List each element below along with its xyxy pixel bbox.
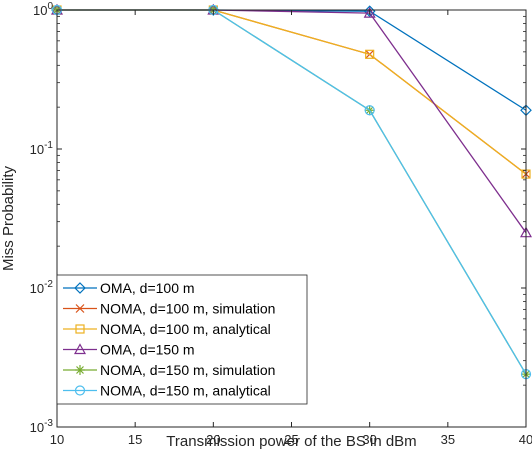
legend-item: NOMA, d=100 m, analytical <box>63 321 271 337</box>
legend-label: NOMA, d=100 m, analytical <box>100 321 271 337</box>
y-tick-base: 10 <box>33 3 47 18</box>
marker-square <box>365 49 375 59</box>
x-tick-label: 25 <box>284 432 298 447</box>
y-tick-exponent: -1 <box>44 140 53 151</box>
legend-item: OMA, d=150 m <box>63 342 195 358</box>
legend-item: NOMA, d=150 m, simulation <box>63 362 275 378</box>
marker-square <box>75 324 85 334</box>
x-tick-label: 30 <box>362 432 376 447</box>
x-axis-label: Transmission power of the BS in dBm <box>166 433 416 450</box>
legend-marker <box>75 324 85 334</box>
x-tick-label: 40 <box>519 432 532 447</box>
y-tick-exponent: -3 <box>44 418 53 429</box>
y-tick-exponent: 0 <box>47 1 53 12</box>
y-tick-exponent: -2 <box>44 279 53 290</box>
marker-circle <box>364 105 375 116</box>
legend-marker <box>75 365 85 375</box>
marker-triangle <box>363 6 376 18</box>
y-axis-label: Miss Probability <box>0 165 17 271</box>
legend-marker <box>75 304 85 313</box>
marker-circle <box>74 385 86 396</box>
data-point <box>363 6 376 18</box>
y-tick-label: 10-1 <box>30 140 54 157</box>
y-tick-base: 10 <box>30 142 44 157</box>
axes-box <box>56 9 527 428</box>
legend-marker <box>73 343 87 355</box>
marker-x-stroke <box>75 304 85 313</box>
legend-label: OMA, d=150 m <box>100 342 195 358</box>
data-point <box>365 49 375 59</box>
legend-label: NOMA, d=150 m, simulation <box>100 362 275 378</box>
x-tick-label: 35 <box>441 432 455 447</box>
y-tick-base: 10 <box>30 420 44 435</box>
y-tick-label: 100 <box>33 1 53 18</box>
legend-item: NOMA, d=150 m, analytical <box>63 383 271 399</box>
x-tick-label: 20 <box>206 432 220 447</box>
legend-label: NOMA, d=150 m, analytical <box>100 383 271 399</box>
marker-diamond <box>74 282 86 294</box>
y-tick-base: 10 <box>30 281 44 296</box>
data-point <box>364 105 375 116</box>
legend-item: OMA, d=100 m <box>63 280 195 296</box>
x-tick-label: 10 <box>50 432 64 447</box>
legend-label: OMA, d=100 m <box>100 280 195 296</box>
legend-label: NOMA, d=100 m, simulation <box>100 301 275 317</box>
y-tick-label: 10-3 <box>30 418 54 435</box>
legend-item: NOMA, d=100 m, simulation <box>63 301 275 317</box>
x-tick-label: 15 <box>128 432 142 447</box>
marker-asterisk-stroke <box>76 366 84 374</box>
y-tick-label: 10-2 <box>30 279 54 296</box>
legend: OMA, d=100 m NOMA, d=100 m, simulation NOM… <box>56 274 308 405</box>
legend-marker <box>74 385 86 396</box>
legend-box <box>56 274 308 405</box>
marker-triangle <box>73 343 87 355</box>
legend-marker <box>74 282 86 294</box>
